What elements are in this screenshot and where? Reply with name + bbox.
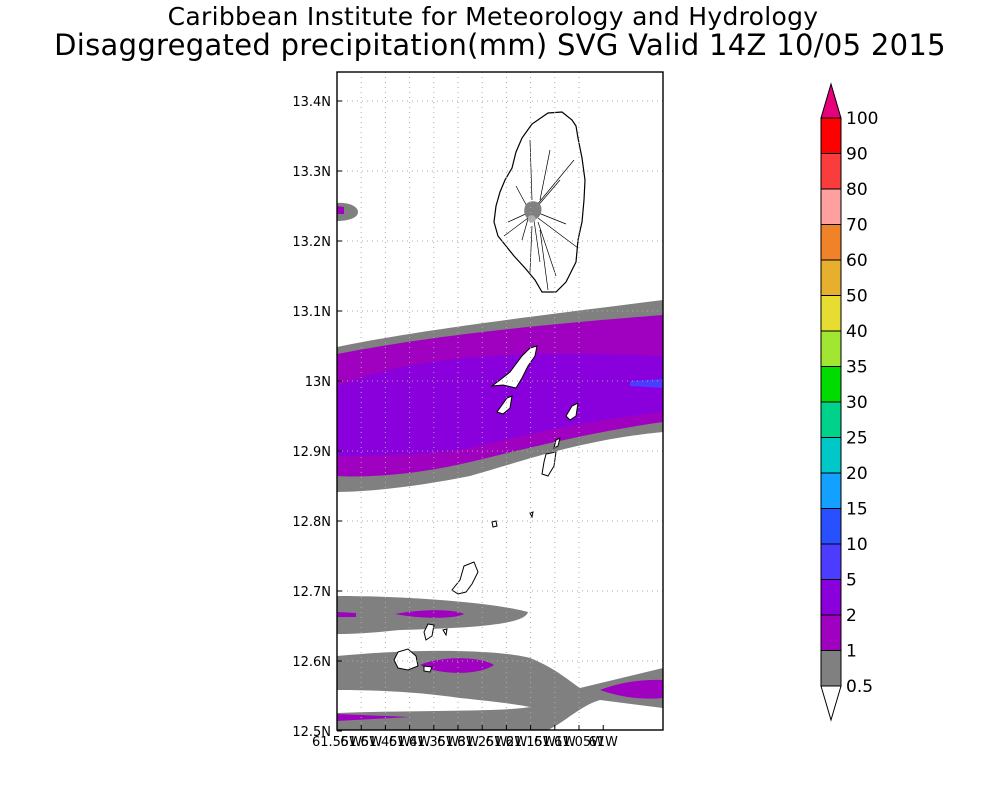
colorbar-swatch [820, 543, 842, 580]
title-line-2: Disaggregated precipitation(mm) SVG Vali… [54, 28, 946, 62]
lon-label: 61.15W [506, 735, 556, 750]
colorbar-swatch [820, 614, 842, 651]
precip-band-violet [337, 353, 663, 456]
colorbar-label: 60 [846, 251, 868, 271]
precip-south2-purple [420, 658, 494, 673]
lon-label: 61.5W [340, 735, 382, 750]
lon-label: 61.4W [389, 735, 431, 750]
lat-label: 12.7N [292, 585, 331, 600]
precip-south1-purple [395, 610, 464, 618]
colorbar-label: 0.5 [846, 677, 873, 697]
colorbar-swatch [820, 437, 842, 474]
precip-south2-purple-e [600, 679, 663, 699]
lon-label: 61.45W [360, 735, 410, 750]
precip-west-purple [337, 206, 344, 214]
colorbar-label: 90 [846, 145, 868, 165]
colorbar-swatch [820, 366, 842, 403]
latitude-labels: 13.4N 13.3N 13.2N 13.1N 13N 12.9N 12.8N 12.7N 12… [292, 95, 342, 740]
lon-label: 61.25W [457, 735, 507, 750]
lon-label: 61W [588, 735, 618, 750]
lon-label: 61.2W [485, 735, 527, 750]
colorbar-swatch [820, 224, 842, 261]
st-vincent-island [493, 111, 586, 293]
lat-label: 12.6N [292, 655, 331, 670]
colorbar-swatch [820, 330, 842, 367]
lat-label: 13.3N [292, 165, 331, 180]
colorbar-label: 100 [846, 109, 878, 129]
colorbar-swatch [820, 472, 842, 509]
colorbar-label: 10 [846, 535, 868, 555]
colorbar-swatch [820, 508, 842, 545]
grenadines-islands [393, 345, 579, 673]
colorbar-label: 2 [846, 606, 857, 626]
lat-label: 13N [305, 375, 331, 390]
precip-fields [337, 202, 663, 730]
precip-south1-purple2 [337, 612, 356, 617]
lon-label: 61.55W [312, 735, 362, 750]
colorbar-label: 35 [846, 358, 868, 378]
lat-label: 13.4N [292, 95, 331, 110]
lat-label: 13.1N [292, 305, 331, 320]
colorbar-under-arrow [820, 685, 842, 722]
colorbar-swatch [820, 295, 842, 332]
colorbar-swatch [820, 117, 842, 154]
lat-label: 12.5N [292, 725, 331, 740]
map-frame [336, 71, 664, 731]
lat-label: 13.2N [292, 235, 331, 250]
colorbar-swatch [820, 401, 842, 438]
lon-label: 61.35W [409, 735, 459, 750]
lat-label: 12.9N [292, 445, 331, 460]
lon-label: 61.05W [554, 735, 604, 750]
lon-label: 61.1W [534, 735, 576, 750]
colorbar-swatch [820, 579, 842, 616]
colorbar-label: 1 [846, 642, 857, 662]
colorbar-label: 15 [846, 500, 868, 520]
colorbar-swatch [820, 259, 842, 296]
colorbar-swatch [820, 153, 842, 190]
volcano-gray [524, 201, 542, 220]
precip-south2-purple-w [337, 714, 410, 721]
colorbar-label: 80 [846, 180, 868, 200]
precip-blue-spot [630, 379, 663, 388]
colorbar-label: 30 [846, 393, 868, 413]
title-line-1: Caribbean Institute for Meteorology and … [167, 2, 819, 31]
colorbar-label: 50 [846, 287, 868, 307]
colorbar-label: 70 [846, 216, 868, 236]
colorbar-label: 40 [846, 322, 868, 342]
colorbar-label: 20 [846, 464, 868, 484]
colorbar-label: 5 [846, 571, 857, 591]
lat-label: 12.8N [292, 515, 331, 530]
colorbar-label: 25 [846, 429, 868, 449]
colorbar-swatch [820, 188, 842, 225]
colorbar-swatch [820, 650, 842, 687]
longitude-labels: 61.55W61.5W61.45W61.4W61.35W61.3W61.25W6… [312, 725, 618, 750]
lon-label: 61.3W [437, 735, 479, 750]
colorbar-over-arrow [820, 82, 842, 119]
